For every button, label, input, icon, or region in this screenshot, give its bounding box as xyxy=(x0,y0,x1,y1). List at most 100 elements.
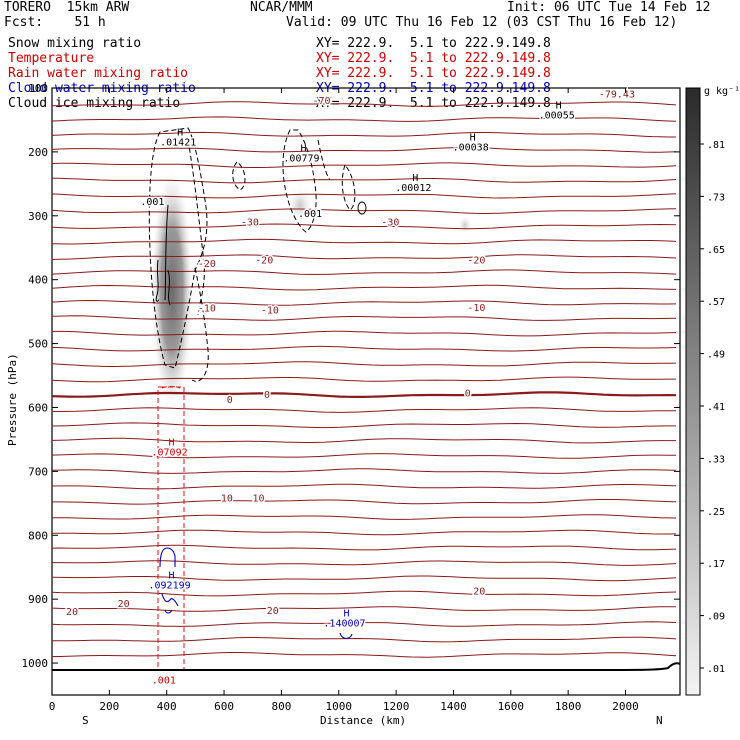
isotherm-line xyxy=(52,468,677,474)
snow-max-label-max-marker: H xyxy=(300,143,306,154)
snow-contour-small-c xyxy=(317,139,331,181)
legend-temperature-label: Temperature xyxy=(8,51,95,66)
isotherm-line xyxy=(52,499,677,505)
isotherm-line xyxy=(52,208,677,215)
isotherm-line xyxy=(52,453,677,459)
isotherm-label: -10 xyxy=(261,306,279,317)
x-axis: 0 200 400 600 800 1000 1200 1400 1600 1800 2000 xyxy=(49,88,639,713)
isotherm-line xyxy=(52,407,676,413)
cloud-water-max-label-max-marker: H xyxy=(343,609,349,620)
colorbar xyxy=(685,87,701,696)
ice-max-label: .00038 xyxy=(453,143,489,154)
cloud-water-max-label-max-marker: H xyxy=(169,570,175,581)
isotherm-label: 0 xyxy=(227,395,233,406)
isotherm-group xyxy=(52,101,677,658)
snow-contour-main-lower xyxy=(191,267,209,382)
ice-max-label: .00012 xyxy=(395,183,431,194)
snow-contour-small-a xyxy=(232,161,246,191)
isotherm-line xyxy=(52,514,677,520)
isotherm-line xyxy=(52,238,677,245)
y-tick-label: 600 xyxy=(28,401,48,414)
y-tick-label: 900 xyxy=(28,593,48,606)
isotherm-label: -30 xyxy=(241,217,259,228)
snow-squiggle-a xyxy=(155,259,159,302)
snow-shading-tertiary xyxy=(457,215,473,235)
init-time: Init: 06 UTC Tue 14 Feb 12 xyxy=(507,0,711,15)
north-label: N xyxy=(656,714,663,727)
colorbar-unit: g kg⁻¹ xyxy=(704,86,740,97)
snow-max-label: .01421 xyxy=(160,138,196,149)
isotherm-line xyxy=(52,483,677,490)
isotherm-zero xyxy=(52,391,677,398)
isotherm-label: 10 xyxy=(252,493,264,504)
y-tick-label: 400 xyxy=(28,274,48,287)
x-tick-label: 1400 xyxy=(440,700,467,713)
colorbar-tick-label: .57 xyxy=(707,297,725,308)
x-axis-title: Distance (km) xyxy=(320,714,406,727)
isotherm-line xyxy=(52,590,677,597)
snow-contour-small-b xyxy=(341,164,356,211)
isotherm-line xyxy=(52,361,677,367)
legend-cloud-ice-label: Cloud ice mixing ratio xyxy=(8,96,181,111)
valid-time: Valid: 09 UTC Thu 16 Feb 12 (03 CST Thu … xyxy=(286,15,678,30)
isotherm-line xyxy=(52,621,677,627)
colorbar-tick-label: .01 xyxy=(707,664,725,675)
y-tick-label: 1000 xyxy=(22,657,49,670)
snow-contour-main xyxy=(148,127,208,369)
ice-max-label-max-marker: H xyxy=(556,101,562,112)
x-tick-label: 1200 xyxy=(383,700,410,713)
isotherm-line xyxy=(52,529,677,536)
isotherm-label: -10 xyxy=(467,303,485,314)
legend-rain-label: Rain water mixing ratio xyxy=(8,66,189,81)
isotherm-line xyxy=(52,147,677,153)
x-tick-label: 800 xyxy=(271,700,291,713)
ice-max-label-max-marker: H xyxy=(470,133,476,144)
snow-max-label: .001 xyxy=(298,209,322,220)
isotherm-line xyxy=(52,652,677,658)
isotherm-line xyxy=(52,345,677,352)
legend-snow-label: Snow mixing ratio xyxy=(8,36,142,51)
isotherm-label: -79.43 xyxy=(599,90,635,101)
isotherm-line xyxy=(52,422,676,429)
y-tick-label: 500 xyxy=(28,338,48,351)
colorbar-tick-label: .09 xyxy=(707,612,725,623)
isotherm-line xyxy=(52,116,677,122)
rain-max-label: .07092 xyxy=(152,447,188,458)
cloud-water-contour-c xyxy=(164,609,173,614)
snow-contour-main-inner xyxy=(187,139,205,316)
isotherm-label: -20 xyxy=(255,256,273,267)
isotherm-line xyxy=(52,223,677,230)
colorbar-tick-label: .73 xyxy=(707,192,725,203)
rain-contours xyxy=(157,386,185,671)
x-tick-label: 600 xyxy=(214,700,234,713)
isotherm-line xyxy=(52,606,677,612)
isotherm-label: -10 xyxy=(198,304,216,315)
isotherm-line xyxy=(52,437,676,444)
snow-base-squiggles xyxy=(155,259,171,306)
x-tick-label: 2000 xyxy=(612,700,639,713)
x-tick-label: 0 xyxy=(49,700,56,713)
colorbar-tick-label: .41 xyxy=(707,402,725,413)
isotherm-label: 0 xyxy=(264,390,270,401)
x-tick-label: 1800 xyxy=(555,700,582,713)
snow-max-label: .001 xyxy=(140,197,164,208)
cloud-water-max-label: .092199 xyxy=(148,580,190,591)
isotherm-line xyxy=(52,284,677,291)
isotherm-label: -20 xyxy=(198,259,216,270)
y-tick-label: 800 xyxy=(28,529,48,542)
cloud-water-contour-a xyxy=(159,547,176,568)
isotherm-line xyxy=(52,544,677,551)
isotherm-line xyxy=(52,636,677,643)
colorbar-tick-label: .65 xyxy=(707,245,725,256)
isotherm-label: -30 xyxy=(381,217,399,228)
colorbar-ticks: .81 .73 .65 .57 .49 .41 .33 .25 .17 .09 .01 xyxy=(700,140,725,675)
cloud-water-contour-d xyxy=(339,632,353,639)
isotherm-line xyxy=(52,162,677,168)
isotherm-line xyxy=(52,254,677,260)
snow-contour-mid xyxy=(282,129,317,233)
isotherm-line xyxy=(52,330,677,337)
isotherm-label: 20 xyxy=(118,599,130,610)
isotherm-label: 20 xyxy=(267,606,279,617)
center-name: NCAR/MMM xyxy=(250,0,313,15)
